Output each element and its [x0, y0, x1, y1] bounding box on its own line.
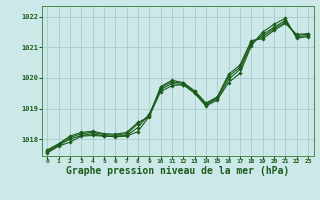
X-axis label: Graphe pression niveau de la mer (hPa): Graphe pression niveau de la mer (hPa)	[66, 166, 289, 176]
